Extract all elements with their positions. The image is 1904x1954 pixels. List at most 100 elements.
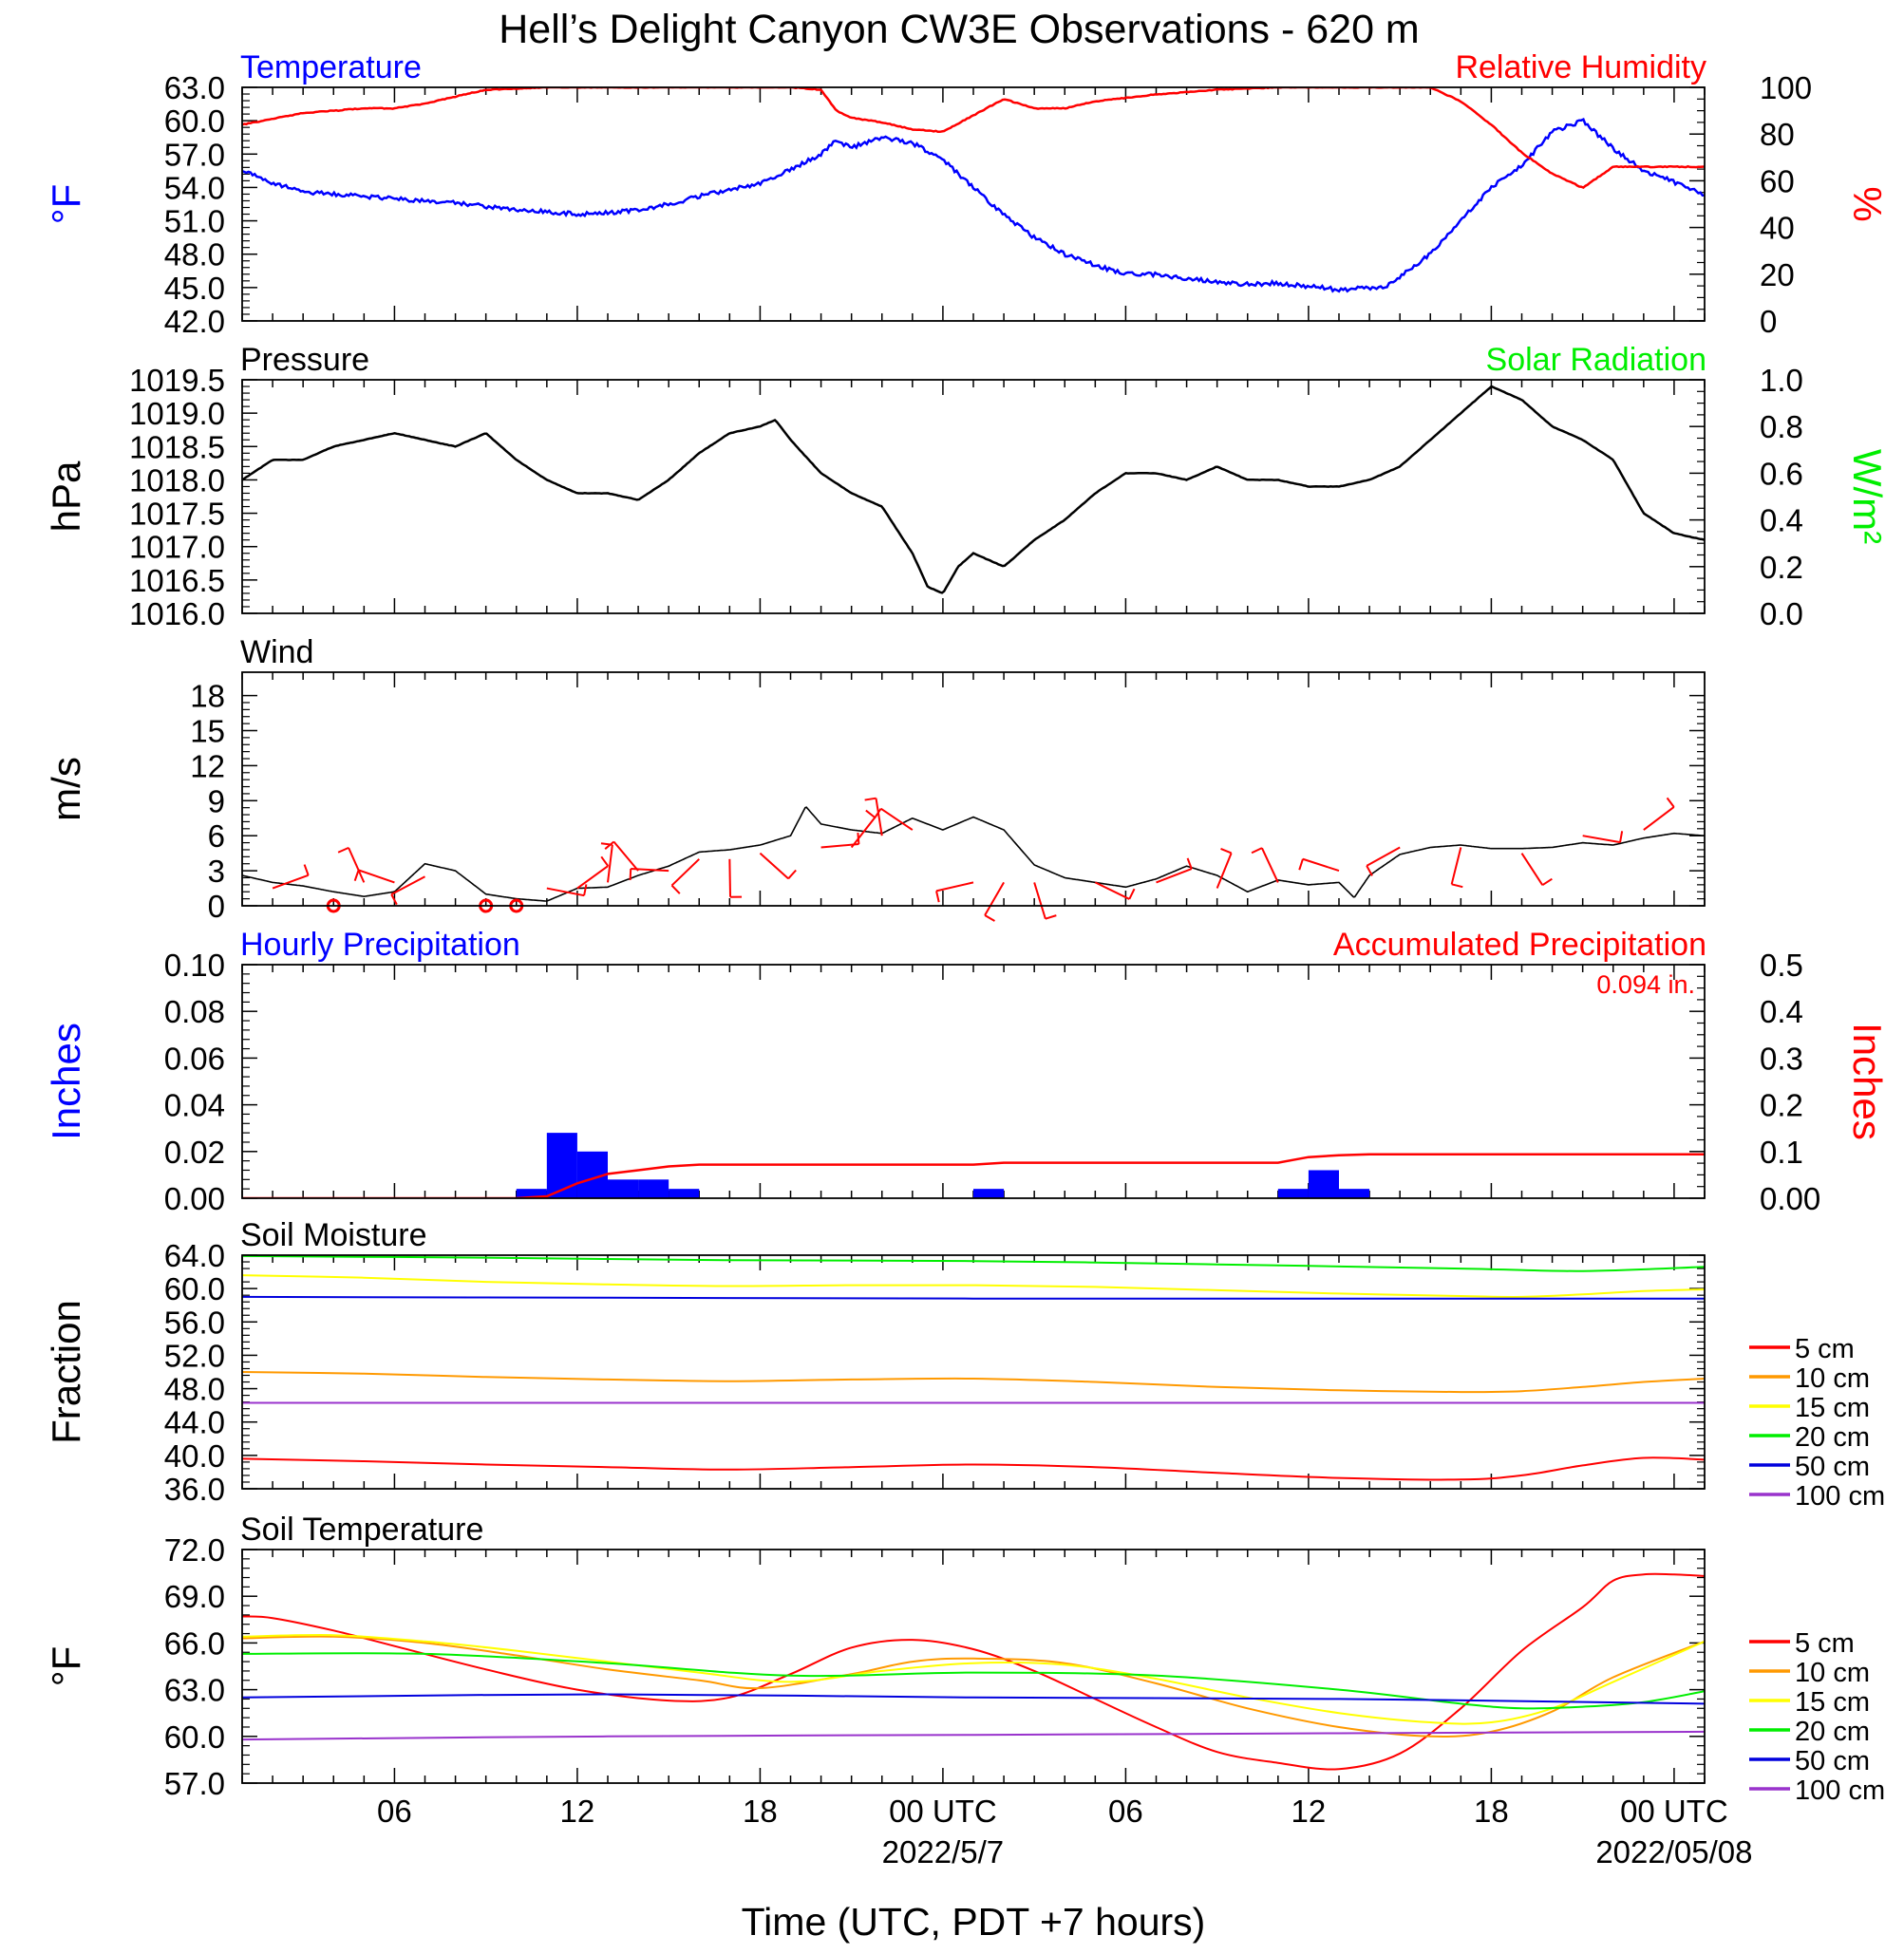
y-right-tick-label: 0.8 [1760,409,1803,444]
wind-barb-flag [865,809,876,818]
y-right-tick-label: 0.2 [1760,550,1803,585]
wind-barb [1643,806,1675,831]
y-tick-label: 1018.5 [129,429,225,464]
wind-barb [1261,847,1279,883]
y-tick-label: 69.0 [164,1579,225,1614]
legend-label: 15 cm [1795,1687,1870,1718]
y-axis-label-left: Inches [44,1023,88,1140]
panel-frame [241,379,1706,614]
legend-label: 100 cm [1795,1776,1885,1806]
series-temperature [242,118,1705,293]
y-tick-label: 57.0 [164,1766,225,1801]
legend-label: 5 cm [1795,1334,1855,1364]
panel-frame [241,1254,1706,1490]
y-right-tick-label: 1.0 [1760,363,1803,398]
plot-area [242,1572,1705,1771]
y-right-tick-label: 80 [1760,117,1795,152]
x-tick-label: 18 [743,1794,778,1829]
y-tick-label: 15 [190,714,225,749]
x-date-label: 2022/5/7 [882,1834,1004,1869]
precip-bar [516,1189,547,1198]
series-50-cm [242,1693,1705,1705]
panel-pressure: 1016.01016.51017.01017.51018.01018.51019… [44,342,1890,631]
wind-barb-flag [935,891,940,903]
wind-barb-flag [390,893,398,906]
y-tick-label: 64.0 [164,1238,225,1273]
wind-barb-flag [1619,831,1624,843]
plot-area [242,385,1705,594]
y-tick-label: 45.0 [164,271,225,306]
wind-barb [613,840,639,872]
y-right-tick-label: 0.2 [1760,1088,1803,1123]
panel-title-left: Soil Temperature [240,1512,483,1548]
legend-label: 10 cm [1795,1658,1870,1688]
legend-label: 5 cm [1795,1628,1855,1659]
wind-barb-flag [874,808,882,819]
y-right-tick-label: 20 [1760,257,1795,292]
wind-barb [1366,846,1401,867]
y-axis-label-left: °F [44,1646,88,1686]
y-tick-label: 12 [190,748,225,783]
x-axis: 06 12 18 00 UTC 2022/5/7 06 12 18 00 UTC 2022/05/… [377,1794,1752,1869]
precip-bar [546,1133,577,1198]
y-tick-label: 72.0 [164,1532,225,1568]
y-right-tick-label: 0.6 [1760,456,1803,491]
y-tick-label: 0.02 [164,1135,225,1170]
panel-title-right: Accumulated Precipitation [1333,927,1706,963]
series-20-cm [242,1652,1705,1710]
plot-area [242,806,1705,902]
y-tick-label: 44.0 [164,1405,225,1440]
y-axis-label-right: W/m² [1845,449,1890,544]
wind-barb [1302,857,1340,873]
precip-bar [669,1189,700,1198]
precip-bar [608,1179,639,1198]
panel-title-right: Relative Humidity [1455,49,1706,85]
wind-barb-flag [864,797,877,801]
wind-barb-flag [670,884,681,894]
wind-barb-flag [1220,848,1233,855]
y-tick-label: 51.0 [164,204,225,239]
series-100-cm [242,1730,1705,1741]
wind-barb-flag [629,868,632,881]
wind-barb-flag [303,864,310,876]
series-15-cm [242,1274,1705,1298]
series-accumulated-precipitation [242,1153,1705,1198]
wind-barb [1582,835,1621,844]
wind-barb [1216,853,1233,889]
x-tick-label: 12 [1291,1794,1327,1829]
wind-barb [390,875,425,895]
wind-barb-flag [1186,857,1193,870]
legend-label: 20 cm [1795,1717,1870,1747]
precip-bar [1339,1189,1370,1198]
wind-barb-flag [600,855,610,867]
series-pressure [242,385,1705,594]
series-wind [242,806,1705,902]
y-tick-label: 1019.0 [129,396,225,431]
wind-barb [759,852,789,880]
y-axis-label-left: m/s [44,757,88,821]
panel-temperature: 42.045.048.051.054.057.060.063.0 0 20 40 60 8… [44,49,1890,339]
wind-barb [631,868,669,873]
precip-bar [638,1179,669,1198]
wind-barb [1156,868,1193,884]
wind-barb-flag [1541,877,1553,887]
panel-frame [241,86,1706,322]
y-tick-label: 1016.5 [129,563,225,598]
legend-label: 10 cm [1795,1363,1870,1394]
y-tick-label: 9 [208,783,225,818]
y-right-tick-label: 0.0 [1760,596,1803,631]
wind-barb [1520,853,1544,886]
y-tick-label: 42.0 [164,304,225,339]
y-right-tick-label: 0.5 [1760,948,1803,983]
y-tick-label: 0.04 [164,1088,225,1123]
y-tick-label: 48.0 [164,237,225,272]
series-relative-humidity [242,87,1705,190]
precip-bar [1277,1189,1309,1198]
wind-barb-flag [1366,865,1373,876]
panel-title-left: Pressure [240,342,369,378]
y-tick-label: 63.0 [164,1673,225,1708]
y-right-tick-label: 0.1 [1760,1135,1803,1170]
wind-barb [935,881,974,892]
